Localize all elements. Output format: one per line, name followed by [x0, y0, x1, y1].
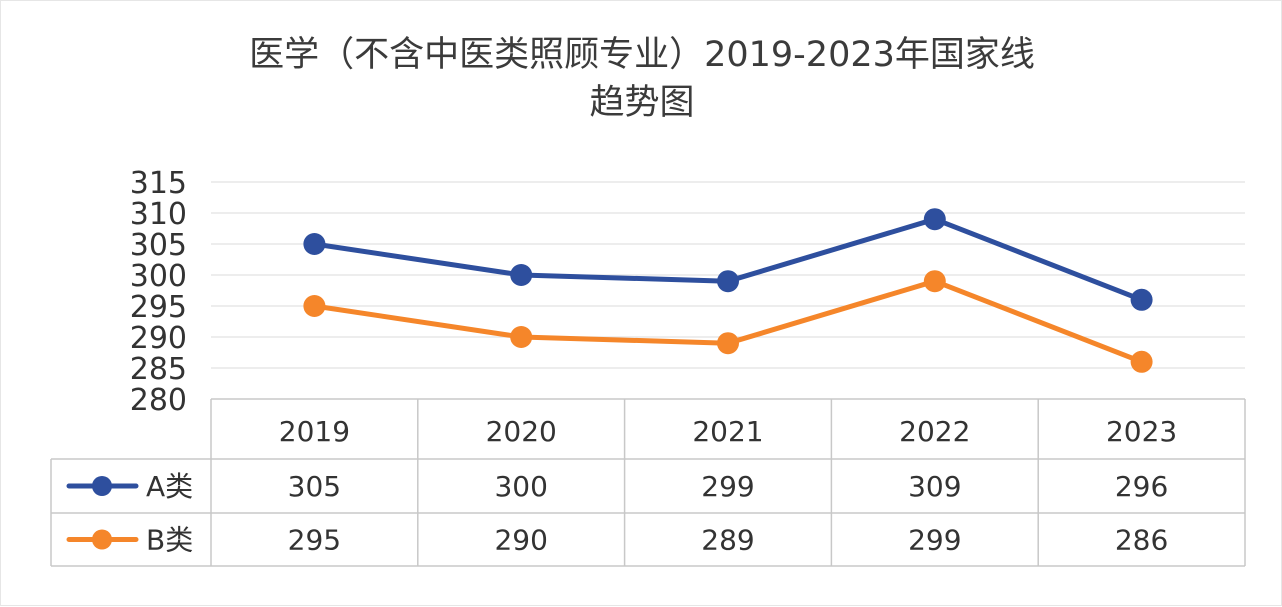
y-tick-label: 300	[130, 259, 187, 294]
data-point	[717, 270, 739, 293]
x-category-label: 2022	[899, 415, 970, 448]
x-category-label: 2023	[1106, 415, 1177, 448]
y-tick-label: 305	[130, 228, 187, 263]
x-category-label: 2019	[279, 415, 350, 448]
data-label: 290	[494, 524, 547, 557]
y-tick-label: 280	[130, 383, 187, 418]
y-tick-label: 285	[130, 352, 187, 387]
data-label: 305	[288, 470, 341, 503]
legend-marker	[92, 476, 112, 496]
data-point	[1130, 350, 1153, 373]
legend-label: B类	[146, 524, 193, 557]
chart-title-line2: 趋势图	[589, 83, 695, 123]
data-point	[923, 270, 946, 293]
y-tick-label: 310	[130, 197, 187, 232]
data-point	[923, 208, 946, 231]
data-label: 289	[701, 524, 754, 557]
data-point	[510, 326, 533, 348]
data-point	[717, 332, 739, 355]
legend-label: A类	[146, 470, 193, 503]
data-point	[1130, 288, 1153, 311]
data-label: 300	[494, 470, 547, 503]
data-point	[303, 233, 326, 255]
data-label: 309	[908, 470, 961, 503]
x-category-label: 2021	[692, 415, 763, 448]
y-tick-label: 315	[130, 166, 187, 201]
y-tick-label: 295	[130, 290, 187, 325]
data-label: 299	[701, 470, 754, 503]
legend-marker	[92, 529, 112, 550]
chart-title-line1: 医学（不含中医类照顾专业）2019-2023年国家线	[249, 35, 1035, 75]
data-label: 295	[288, 524, 341, 557]
data-label: 286	[1115, 524, 1168, 557]
data-label: 296	[1115, 470, 1168, 503]
y-tick-label: 290	[130, 321, 187, 356]
data-point	[510, 264, 533, 286]
data-point	[303, 295, 326, 317]
x-category-label: 2020	[486, 415, 557, 448]
data-label: 299	[908, 524, 961, 557]
